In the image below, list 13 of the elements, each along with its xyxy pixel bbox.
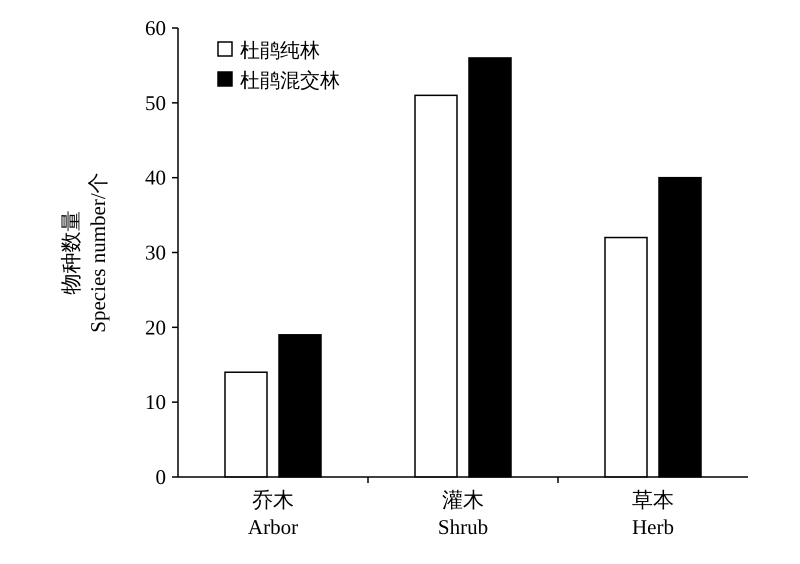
- y-axis-title: 物种数量 Species number/个: [59, 172, 110, 333]
- legend-label: 杜鹃纯林: [240, 40, 320, 62]
- y-tick-label: 10: [145, 390, 166, 414]
- x-tick-label: 灌木 Shrub: [438, 488, 488, 539]
- y-tick-label: 20: [145, 315, 166, 340]
- y-tick-label: 60: [145, 16, 166, 40]
- y-tick-label: 40: [145, 166, 166, 190]
- legend-label: 杜鹃混交林: [240, 70, 340, 92]
- x-tick-label: 草本 Herb: [632, 488, 674, 539]
- y-tick-label: 50: [145, 90, 166, 115]
- x-tick-label: 乔木 Arbor: [248, 488, 298, 539]
- y-tick-label: 0: [156, 465, 166, 489]
- y-tick-label: 30: [145, 240, 166, 264]
